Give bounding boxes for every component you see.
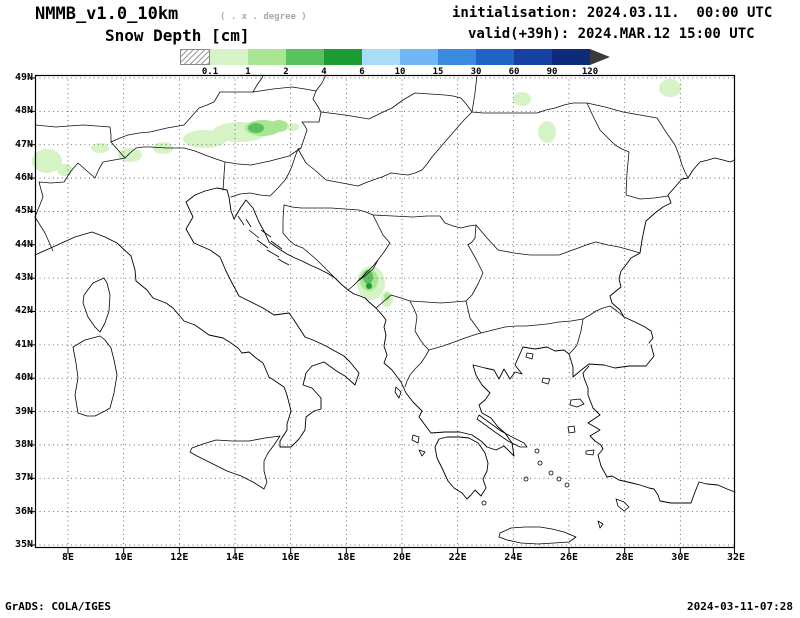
grads-credit: GrADS: COLA/IGES [5, 600, 111, 613]
legend-tick-label: 15 [432, 67, 444, 77]
snow-patch [32, 149, 62, 173]
legend-overflow-arrow [590, 49, 610, 65]
legend-tick-label: 4 [321, 67, 327, 77]
snow-patch [248, 123, 264, 133]
lat-label: 35N [14, 538, 33, 550]
creation-timestamp: 2024-03-11-07:28 [687, 600, 793, 613]
lon-label: 18E [337, 552, 356, 563]
snow-patch [287, 123, 299, 131]
legend-tick-label: 0.1 [201, 67, 219, 77]
lat-label: 39N [14, 405, 33, 417]
snow-patch [118, 148, 142, 162]
legend-underflow-hatch [180, 49, 210, 65]
lat-label: 38N [14, 438, 33, 450]
snow-patch [57, 164, 73, 176]
lat-label: 47N [14, 138, 33, 150]
legend-tick-label: 6 [359, 67, 365, 77]
legend-segment [324, 49, 362, 65]
valid-time-label: valid(+39h): 2024.MAR.12 15:00 UTC [468, 26, 755, 42]
graticule-gridlines [35, 75, 735, 548]
lon-label: 32E [726, 552, 746, 563]
map-canvas [29, 74, 736, 554]
lat-label: 49N [14, 72, 33, 83]
lat-label: 46N [14, 172, 33, 184]
legend-tick-label: 1 [245, 67, 251, 77]
legend-tick-label: 120 [581, 67, 599, 77]
lon-label: 10E [114, 552, 133, 563]
lat-label: 41N [14, 338, 33, 350]
snow-patch [363, 270, 373, 284]
legend-tick-label: 60 [508, 67, 520, 77]
lon-label: 16E [281, 552, 300, 563]
legend-tick-label: 90 [546, 67, 558, 77]
legend-segment [476, 49, 514, 65]
snow-patch [513, 92, 531, 106]
lon-label: 28E [615, 552, 634, 563]
lon-label: 12E [170, 552, 189, 563]
legend-segment [514, 49, 552, 65]
snow-patch [538, 121, 556, 143]
lon-label: 8E [61, 552, 75, 563]
snow-depth-shading [32, 79, 681, 307]
legend-tick-label: 2 [283, 67, 289, 77]
lat-label: 36N [14, 505, 33, 517]
legend-tick-label: 10 [394, 67, 406, 77]
lat-label: 42N [14, 305, 33, 317]
snow-patch [659, 79, 681, 97]
lon-label: 14E [225, 552, 245, 563]
legend-segment [400, 49, 438, 65]
resolution-note: ( . x . degree ) [220, 12, 307, 22]
lat-label: 37N [14, 472, 33, 484]
legend-segment [438, 49, 476, 65]
snow-patch [270, 120, 288, 132]
axis-tick-marks [29, 77, 735, 554]
lon-label: 22E [448, 552, 467, 563]
color-scale-legend: 0.1 1 2 4 6 10 15 30 60 90 120 [180, 49, 620, 81]
coastlines [34, 157, 736, 504]
country-borders [34, 74, 689, 388]
legend-segment [552, 49, 590, 65]
legend-segment [248, 49, 286, 65]
snow-patch [384, 293, 390, 301]
init-time-label: initialisation: 2024.03.11. 00:00 UTC [452, 5, 773, 21]
islands [72, 215, 630, 545]
lon-label: 30E [671, 552, 690, 563]
lat-label: 45N [14, 205, 33, 217]
model-title: NMMB_v1.0_10km [35, 4, 179, 24]
lon-label: 24E [504, 552, 523, 563]
lat-label: 44N [14, 238, 33, 250]
legend-segment [362, 49, 400, 65]
lon-label: 26E [559, 552, 579, 563]
legend-segment [210, 49, 248, 65]
snow-patch [91, 143, 109, 153]
map-frame [34, 74, 736, 549]
lat-label: 43N [14, 272, 33, 284]
snow-patch [366, 283, 372, 289]
lat-label: 40N [14, 372, 33, 384]
variable-title: Snow Depth [cm] [105, 26, 250, 45]
legend-segments [210, 49, 590, 65]
legend-segment [286, 49, 324, 65]
lat-label: 48N [14, 105, 33, 117]
legend-tick-label: 30 [470, 67, 482, 77]
lon-label: 20E [392, 552, 412, 563]
